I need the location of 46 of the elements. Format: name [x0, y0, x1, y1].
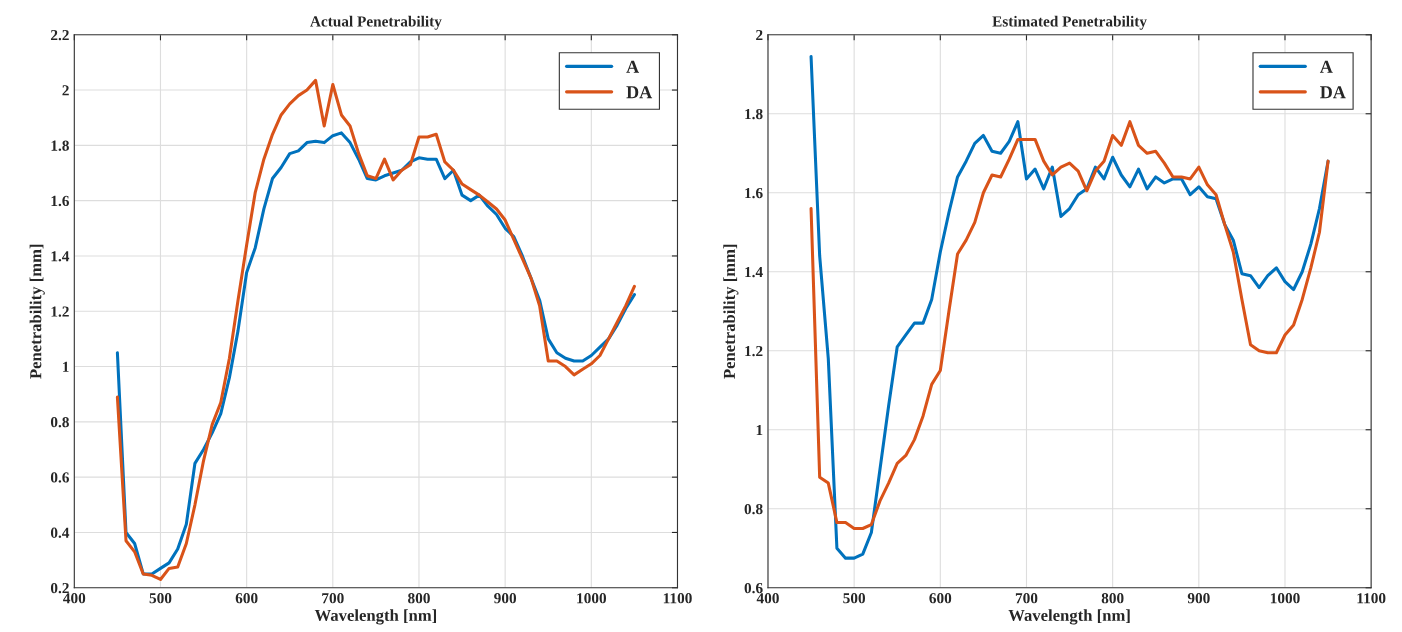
y-tick-label: 0.6 — [50, 472, 69, 483]
y-tick-label: 2 — [756, 29, 763, 41]
legend-label: A — [626, 60, 640, 73]
x-tick-label: 900 — [494, 593, 517, 604]
y-tick-label: 2 — [62, 85, 69, 96]
y-axis-title: Penetrability [mm] — [29, 244, 45, 379]
line-series — [809, 120, 1330, 531]
y-tick-label: 1 — [756, 424, 763, 436]
y-tick-label: 1.2 — [745, 345, 763, 357]
x-tick-label: 900 — [1187, 593, 1210, 604]
y-tick-label: 0.4 — [50, 527, 70, 538]
x-tick-label: 1100 — [1357, 593, 1386, 604]
y-axis-title: Penetrability [mm] — [723, 244, 739, 379]
x-tick-label: 700 — [1015, 593, 1038, 604]
x-tick-label: 800 — [1101, 593, 1124, 604]
chart-title: Actual Penetrability — [310, 15, 442, 30]
x-tick-label: 600 — [235, 593, 258, 604]
legend-label: A — [1319, 60, 1333, 73]
x-tick-label: 1100 — [663, 593, 692, 604]
y-tick-label: 1.4 — [745, 266, 763, 278]
y-tick-label: 0.6 — [744, 582, 763, 594]
legend-label: DA — [626, 86, 653, 99]
y-tick-label: 1.6 — [51, 195, 69, 207]
x-tick-label: 400 — [756, 593, 779, 604]
x-tick-label: 400 — [63, 593, 86, 604]
y-tick-label: 1.8 — [745, 108, 763, 120]
y-tick-label: 1.4 — [51, 251, 70, 262]
y-tick-label: 0.8 — [50, 417, 69, 428]
y-tick-label: 1 — [63, 361, 69, 372]
x-axis-title: Wavelength [nm] — [314, 609, 437, 625]
x-axis-title: Wavelength [nm] — [1008, 609, 1130, 625]
x-tick-label: 500 — [149, 593, 172, 604]
y-tick-label: 0.2 — [50, 582, 69, 594]
x-tick-label: 800 — [408, 593, 430, 604]
y-tick-label: 0.8 — [744, 503, 763, 515]
chart-title: Estimated Penetrability — [992, 15, 1147, 30]
y-tick-label: 1.8 — [51, 140, 69, 151]
legend-label: DA — [1320, 86, 1346, 99]
y-tick-label: 1.6 — [745, 187, 763, 199]
x-tick-label: 600 — [929, 593, 952, 604]
x-tick-label: 1000 — [1270, 593, 1300, 604]
y-tick-label: 1.2 — [51, 306, 69, 317]
x-tick-label: 500 — [843, 593, 866, 604]
x-tick-label: 700 — [322, 593, 344, 604]
y-tick-label: 2.2 — [50, 29, 69, 41]
x-tick-label: 1000 — [577, 593, 607, 604]
